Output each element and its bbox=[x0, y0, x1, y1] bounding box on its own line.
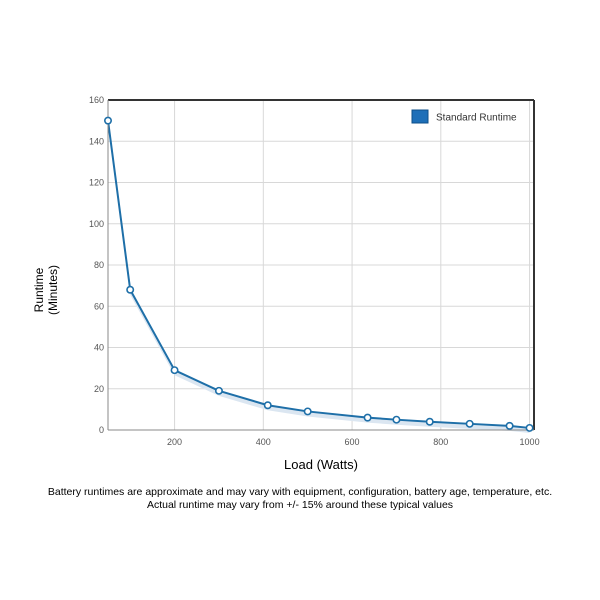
series-area-band bbox=[108, 120, 530, 433]
y-tick-label: 60 bbox=[94, 301, 104, 311]
legend-swatch-standard-runtime bbox=[411, 109, 429, 124]
y-tick-label: 120 bbox=[89, 178, 104, 188]
y-tick-label: 160 bbox=[89, 95, 104, 105]
data-point bbox=[465, 419, 474, 428]
data-point bbox=[392, 415, 401, 424]
caption-line-2: Actual runtime may vary from +/- 15% aro… bbox=[146, 499, 454, 511]
chart-caption: Battery runtimes are approximate and may… bbox=[0, 486, 600, 512]
legend-label-standard-runtime: Standard Runtime bbox=[436, 113, 517, 124]
chart-grid bbox=[108, 99, 534, 431]
y-tick-label: 140 bbox=[89, 136, 104, 146]
x-axis-label: Load (Watts) bbox=[284, 457, 358, 472]
data-point bbox=[170, 366, 179, 375]
data-point bbox=[425, 417, 434, 426]
x-tick-label: 800 bbox=[433, 437, 448, 447]
data-point bbox=[505, 421, 514, 430]
x-tick-label: 200 bbox=[167, 437, 182, 447]
chart-series-layer bbox=[107, 120, 530, 429]
data-point bbox=[104, 116, 113, 125]
y-axis-label: Runtime (Minutes) bbox=[32, 264, 60, 316]
chart-points bbox=[104, 116, 534, 432]
data-point bbox=[126, 285, 135, 294]
series-line-standard-runtime bbox=[107, 120, 530, 429]
chart-frame bbox=[107, 99, 535, 431]
caption-line-1: Battery runtimes are approximate and may… bbox=[47, 486, 553, 498]
chart-area-fill bbox=[108, 120, 530, 433]
data-point bbox=[303, 407, 312, 416]
y-axis-label-wrap: Runtime (Minutes) bbox=[24, 236, 68, 344]
y-tick-label: 100 bbox=[89, 219, 104, 229]
y-tick-label: 80 bbox=[94, 260, 104, 270]
x-tick-label: 1000 bbox=[520, 437, 540, 447]
y-tick-label: 0 bbox=[99, 425, 104, 435]
y-tick-label: 40 bbox=[94, 343, 104, 353]
y-tick-label: 20 bbox=[94, 384, 104, 394]
x-tick-label: 600 bbox=[345, 437, 360, 447]
chart-tick-labels: 0 20 40 60 80 100 120 140 160 200 400 600 800 1000 bbox=[89, 95, 540, 447]
data-point bbox=[525, 423, 534, 432]
x-tick-label: 400 bbox=[256, 437, 271, 447]
data-point bbox=[214, 386, 223, 395]
data-point bbox=[363, 413, 372, 422]
chart-legend[interactable]: Standard Runtime bbox=[411, 109, 517, 124]
data-point bbox=[263, 401, 272, 410]
